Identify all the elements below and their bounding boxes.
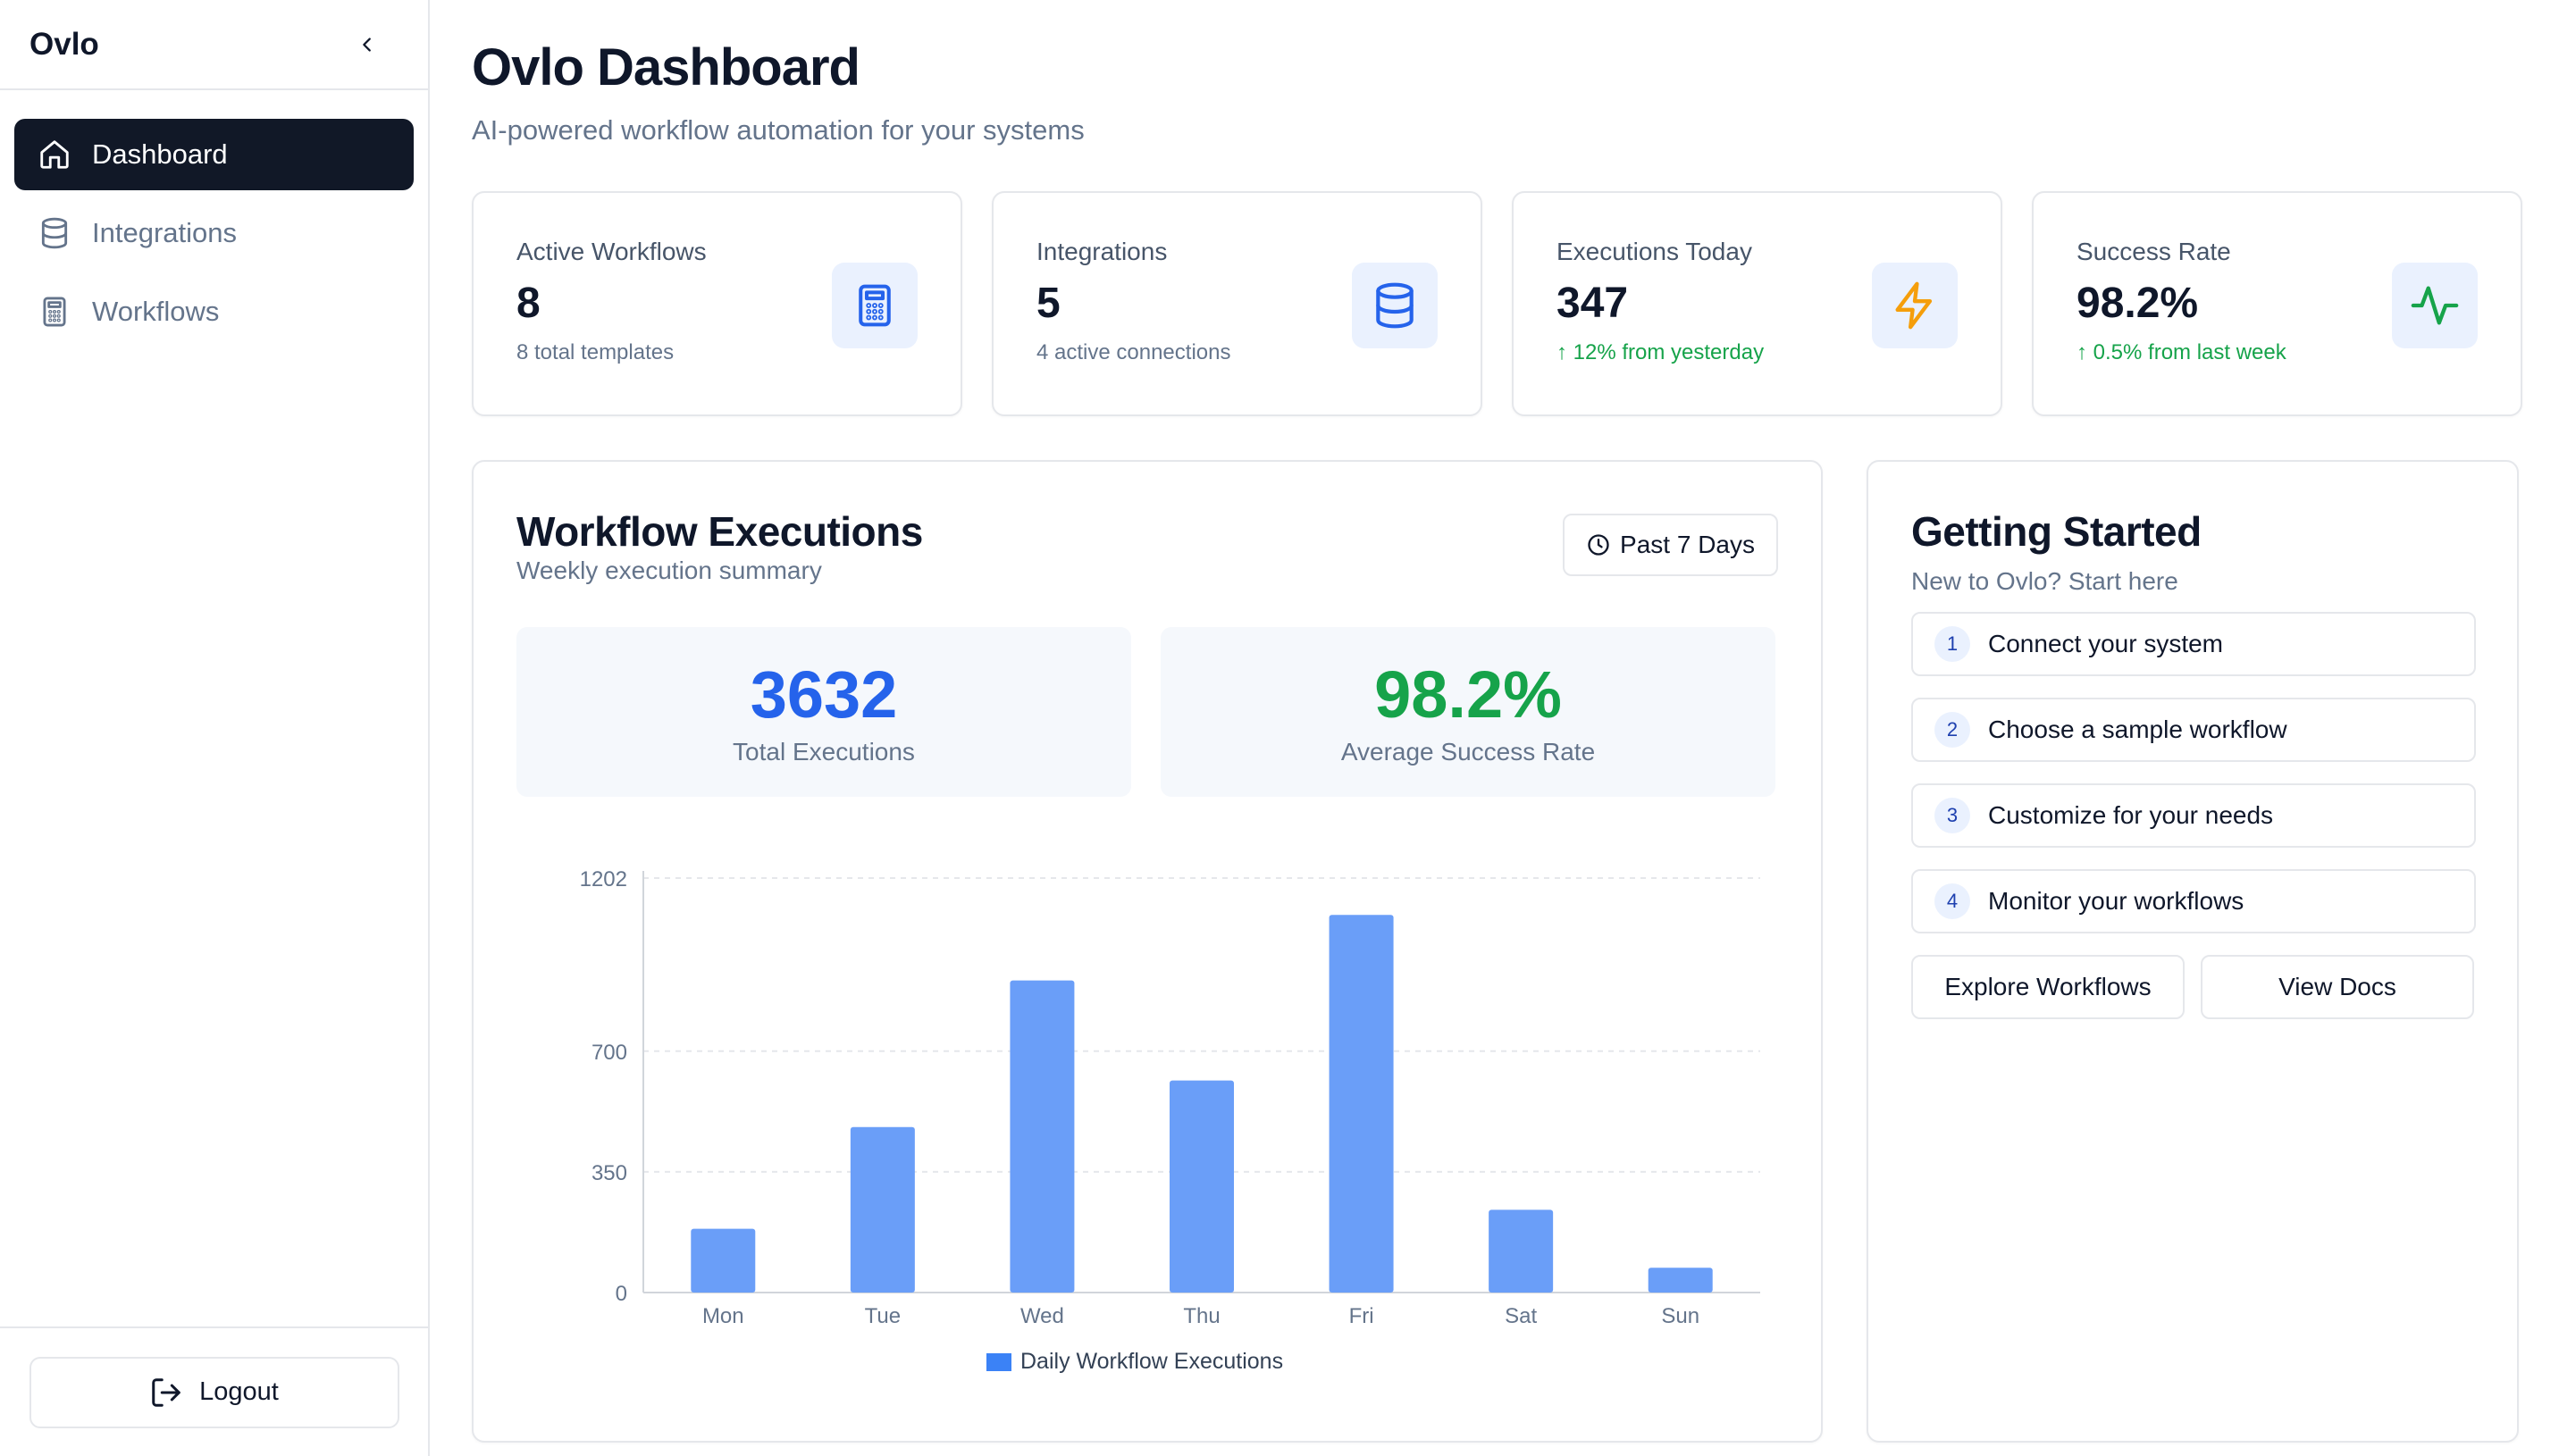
clock-icon [1586, 532, 1611, 557]
step-label: Customize for your needs [1988, 801, 2274, 829]
stat-note: 8 total templates [516, 340, 675, 364]
y-tick-label: 0 [616, 1282, 627, 1306]
legend-label: Daily Workflow Executions [1020, 1349, 1283, 1374]
step-label: Monitor your workflows [1988, 887, 2244, 915]
executions-chart: 0 350 700 1202 Mon Tue Wed Thu Fri Sat Sun Daily Wo… [474, 828, 1825, 1444]
sidebar-nav: Dashboard Integrations Workflows [0, 90, 428, 347]
database-icon [37, 215, 72, 251]
bar [850, 1126, 915, 1293]
total-executions-label: Total Executions [733, 738, 915, 766]
y-tick-label: 700 [592, 1041, 627, 1065]
x-tick-label: Thu [1183, 1304, 1220, 1328]
lightning-icon [1872, 263, 1958, 348]
x-tick-label: Tue [865, 1304, 901, 1328]
step-label: Connect your system [1988, 630, 2223, 657]
page-title: Ovlo Dashboard [472, 38, 860, 96]
card-title: Getting Started [1911, 508, 2202, 555]
bar [1648, 1268, 1713, 1293]
x-tick-label: Wed [1020, 1304, 1064, 1328]
stat-card-executions-today: Executions Today 347 ↑ 12% from yesterda… [1512, 191, 2002, 416]
chevron-left-icon [363, 37, 371, 52]
step-number: 1 [1934, 626, 1970, 662]
steps-list: 1 Connect your system 2 Choose a sample … [1911, 612, 2476, 933]
step-label: Choose a sample workflow [1988, 715, 2287, 743]
step-number: 3 [1934, 798, 1970, 833]
legend-swatch [986, 1353, 1011, 1371]
sidebar-item-label: Dashboard [92, 138, 228, 170]
x-tick-label: Sun [1661, 1304, 1699, 1328]
y-tick-label: 1202 [580, 867, 627, 891]
logout-button[interactable]: Logout [29, 1356, 399, 1428]
calculator-icon [37, 294, 72, 330]
x-tick-label: Sat [1505, 1304, 1537, 1328]
x-tick-label: Fri [1349, 1304, 1374, 1328]
stat-card-active-workflows: Active Workflows 8 8 total templates [472, 191, 962, 416]
card-subtitle: New to Ovlo? Start here [1911, 567, 2178, 595]
sidebar-item-label: Workflows [92, 296, 220, 327]
summary-row: 3632 Total Executions 98.2% Average Succ… [516, 627, 1775, 797]
bar [1329, 915, 1394, 1293]
stat-note: 4 active connections [1036, 340, 1231, 364]
getting-started-card: Getting Started New to Ovlo? Start here … [1867, 460, 2519, 1443]
average-success-box: 98.2% Average Success Rate [1161, 627, 1775, 797]
total-executions-box: 3632 Total Executions [516, 627, 1131, 797]
step-monitor[interactable]: 4 Monitor your workflows [1911, 869, 2476, 933]
stat-label: Integrations [1036, 238, 1168, 265]
page-subtitle: AI-powered workflow automation for your … [472, 114, 1085, 146]
workflow-executions-card: Workflow Executions Weekly execution sum… [472, 460, 1823, 1443]
logout-label: Logout [199, 1377, 279, 1406]
stat-trend: ↑ 12% from yesterday [1556, 340, 1765, 364]
stat-card-integrations: Integrations 5 4 active connections [992, 191, 1482, 416]
step-connect-system[interactable]: 1 Connect your system [1911, 612, 2476, 676]
bar [1170, 1080, 1234, 1293]
main-content: Ovlo Dashboard AI-powered workflow autom… [430, 0, 2559, 1456]
total-executions-value: 3632 [750, 657, 898, 732]
stat-label: Active Workflows [516, 238, 707, 265]
sidebar-item-dashboard[interactable]: Dashboard [14, 119, 414, 190]
calculator-icon [832, 263, 918, 348]
stat-card-success-rate: Success Rate 98.2% ↑ 0.5% from last week [2032, 191, 2522, 416]
stat-label: Success Rate [2077, 238, 2231, 265]
card-title: Workflow Executions [516, 508, 923, 555]
x-tick-label: Mon [702, 1304, 744, 1328]
stat-value: 347 [1556, 280, 1629, 327]
stat-value: 98.2% [2077, 280, 2199, 327]
date-range-button[interactable]: Past 7 Days [1563, 514, 1778, 576]
stat-label: Executions Today [1556, 238, 1752, 265]
collapse-sidebar-button[interactable] [351, 29, 383, 61]
home-icon [37, 137, 72, 172]
stat-trend: ↑ 0.5% from last week [2077, 340, 2286, 364]
step-number: 4 [1934, 883, 1970, 919]
average-success-label: Average Success Rate [1340, 738, 1596, 766]
bar [691, 1228, 756, 1293]
sidebar: Ovlo Dashboard Integrations Workflows [0, 0, 430, 1456]
sidebar-header: Ovlo [0, 0, 428, 90]
getting-started-actions: Explore Workflows View Docs [1911, 955, 2474, 1019]
stats-row: Active Workflows 8 8 total templates Int… [472, 191, 2522, 416]
activity-icon [2392, 263, 2478, 348]
bar [1489, 1209, 1554, 1293]
stat-value: 5 [1036, 280, 1061, 327]
view-docs-button[interactable]: View Docs [2201, 955, 2474, 1019]
explore-workflows-button[interactable]: Explore Workflows [1911, 955, 2185, 1019]
average-success-value: 98.2% [1374, 657, 1562, 732]
app-logo: Ovlo [29, 26, 99, 62]
sidebar-footer: Logout [0, 1326, 428, 1456]
bar [1010, 980, 1075, 1293]
sidebar-item-workflows[interactable]: Workflows [14, 276, 414, 347]
step-number: 2 [1934, 712, 1970, 748]
sidebar-item-label: Integrations [92, 217, 237, 248]
step-choose-workflow[interactable]: 2 Choose a sample workflow [1911, 698, 2476, 762]
step-customize[interactable]: 3 Customize for your needs [1911, 783, 2476, 848]
stat-value: 8 [516, 280, 541, 327]
date-range-label: Past 7 Days [1620, 531, 1755, 558]
bar-chart: 0 350 700 1202 Mon Tue Wed Thu Fri Sat Sun Daily Wo… [580, 867, 1760, 1374]
logout-icon [149, 1376, 183, 1410]
sidebar-item-integrations[interactable]: Integrations [14, 197, 414, 269]
y-tick-label: 350 [592, 1161, 627, 1185]
card-subtitle: Weekly execution summary [516, 556, 822, 584]
database-icon [1352, 263, 1438, 348]
